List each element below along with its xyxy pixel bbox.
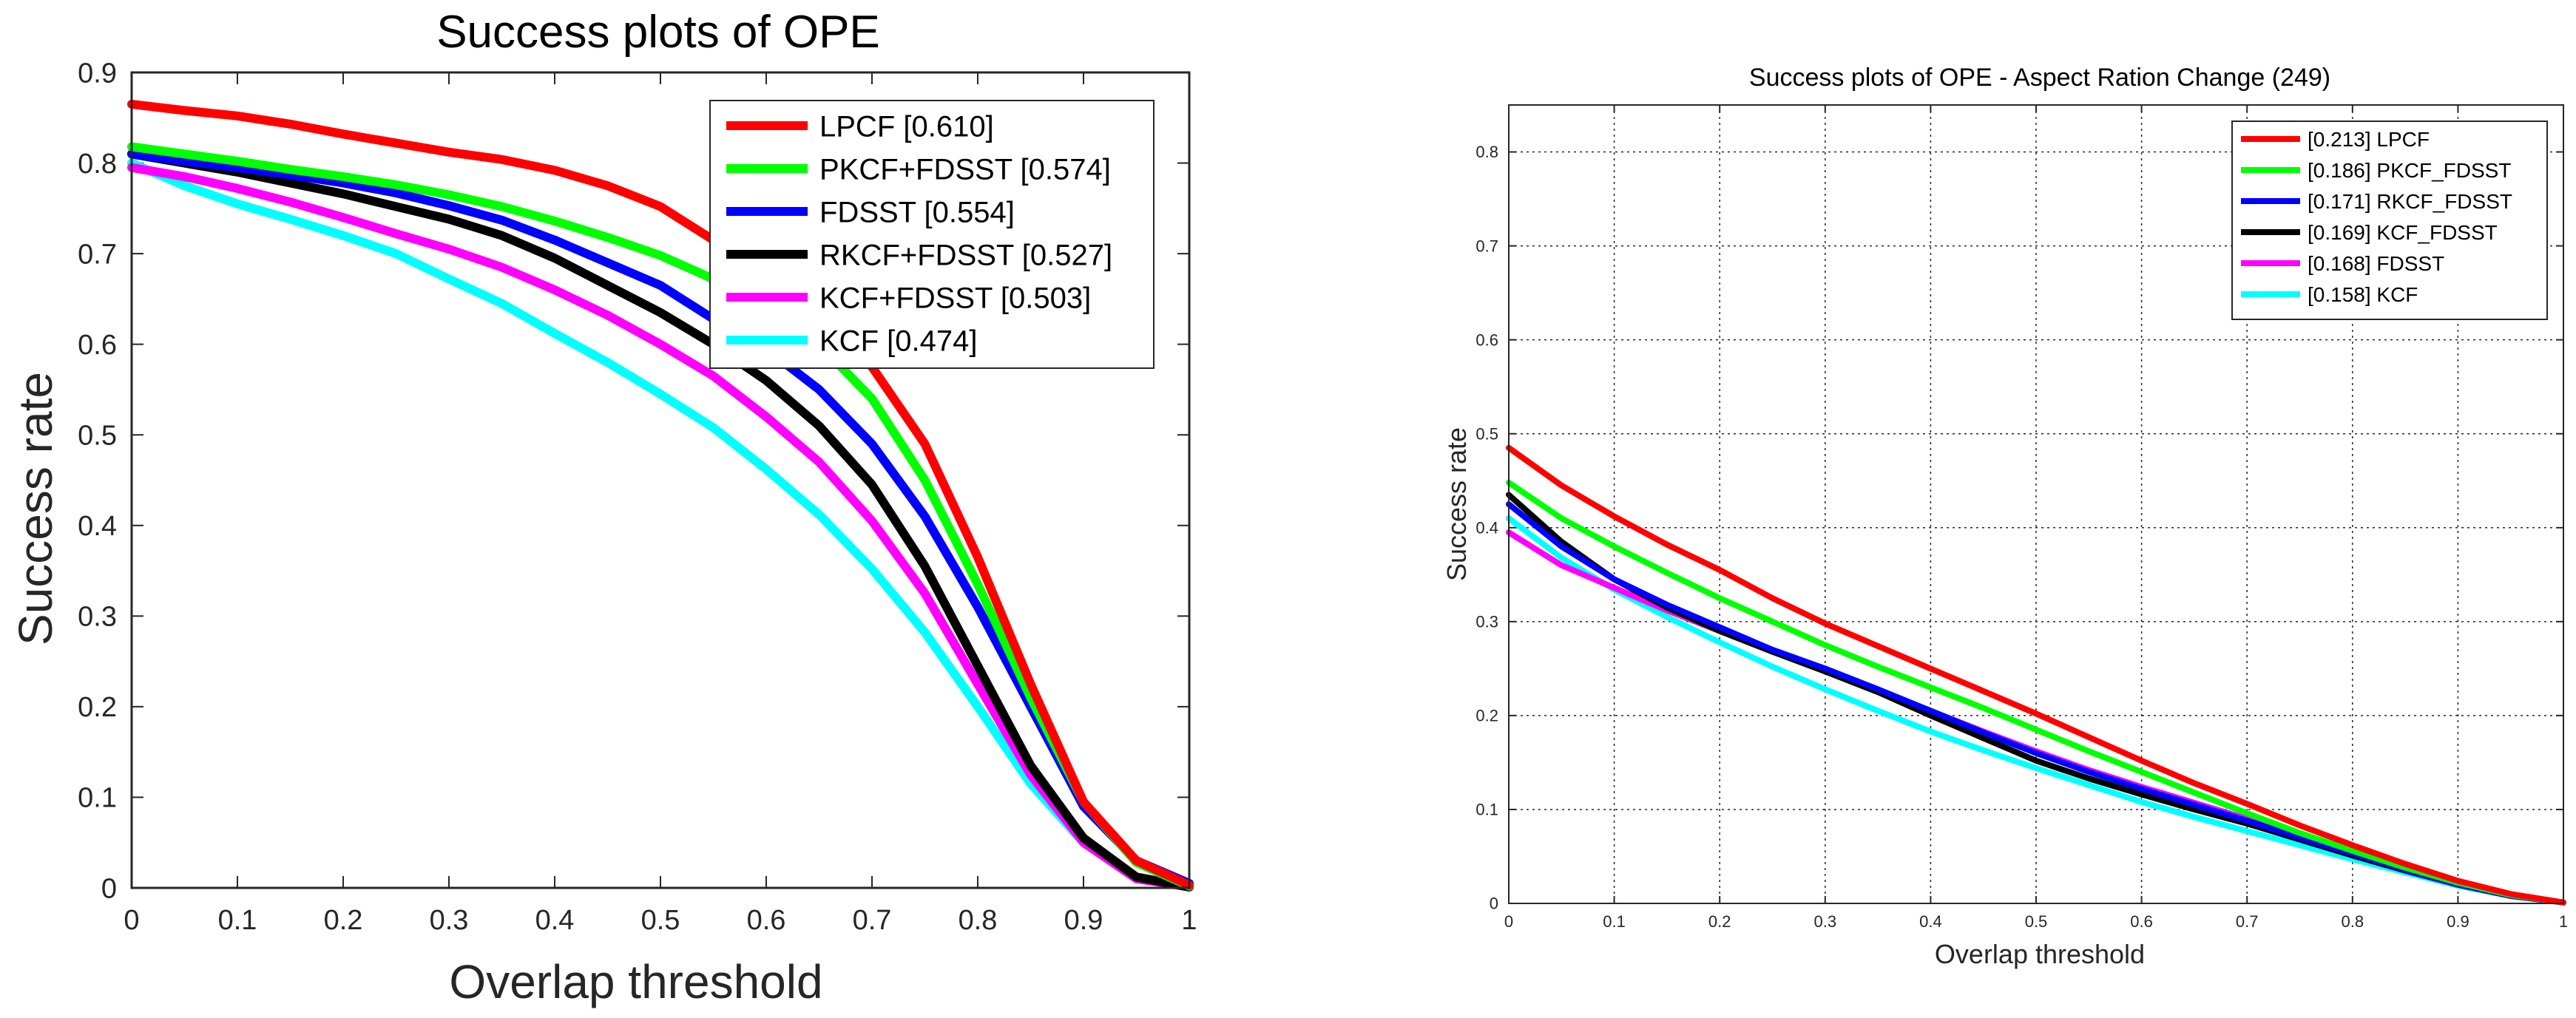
x-tick-label: 0.4: [1919, 912, 1942, 931]
x-tick-label: 0.4: [535, 905, 575, 936]
x-tick-label: 0.3: [430, 905, 469, 936]
y-tick-label: 0.9: [78, 58, 117, 89]
legend-entry: [0.168] FDSST: [2308, 252, 2444, 275]
x-tick-label: 0.8: [959, 905, 998, 936]
x-tick-label: 0.9: [1064, 905, 1103, 936]
x-axis-label: Overlap threshold: [449, 955, 822, 1008]
x-tick-label: 0.7: [2236, 912, 2259, 931]
y-tick-label: 0.6: [78, 330, 117, 361]
x-tick-label: 0.1: [218, 905, 257, 936]
x-tick-label: 0.5: [2025, 912, 2048, 931]
y-tick-label: 0.5: [78, 421, 117, 452]
chart-title: Success plots of OPE - Aspect Ration Cha…: [1749, 64, 2330, 92]
x-tick-label: 0.2: [324, 905, 363, 936]
y-tick-label: 0.6: [1475, 330, 1498, 349]
y-tick-label: 0.2: [1475, 707, 1498, 725]
x-tick-label: 0.9: [2447, 912, 2469, 931]
series-line-1: [1506, 479, 2566, 906]
x-tick-label: 0.1: [1603, 912, 1626, 931]
series-line-4: [127, 163, 1194, 892]
legend-box: [2231, 121, 2548, 320]
series-line-2: [127, 149, 1194, 888]
legend-entry: RKCF+FDSST [0.527]: [819, 239, 1112, 271]
legend-entry: [0.169] KCF_FDSST: [2308, 221, 2498, 244]
series-line-3: [127, 149, 1194, 892]
y-tick-label: 0.3: [78, 602, 117, 633]
legend-box: [709, 100, 1155, 369]
x-tick-label: 0.7: [853, 905, 892, 936]
chart-aspect-ratio-change: Success plots of OPE - Aspect Ration Cha…: [1441, 64, 2568, 969]
legend-entry: [0.171] RKCF_FDSST: [2308, 190, 2512, 213]
series-line-0: [1506, 444, 2566, 906]
y-tick-label: 0.5: [1475, 424, 1498, 443]
y-tick-label: 0.1: [78, 783, 117, 814]
tick-labels: 0 0.1 0.2 0.3 0.4 0.5 0.6 0.7 0.8 0.9 1 0 0.1 0.2 0.3 0…: [1475, 105, 2568, 931]
x-tick-label: 0.6: [2130, 912, 2153, 931]
y-tick-label: 0.7: [78, 239, 117, 270]
y-tick-label: 0.4: [78, 511, 117, 542]
series-line-0: [127, 99, 1194, 890]
legend-entry: KCF+FDSST [0.503]: [819, 282, 1091, 314]
x-tick-label: 0.8: [2342, 912, 2364, 931]
legend: LPCF [0.610] PKCF+FDSST [0.574] FDSST [0.5…: [709, 100, 1155, 369]
series-line-1: [127, 142, 1194, 891]
chart-title: Success plots of OPE: [436, 7, 880, 58]
x-tick-label: 0: [1504, 912, 1513, 931]
y-tick-label: 0.8: [78, 149, 117, 180]
y-tick-label: 0.8: [1475, 143, 1498, 161]
legend-entry: [0.213] LPCF: [2308, 128, 2430, 151]
x-tick-label: 1: [2559, 912, 2568, 931]
series-line-5: [127, 158, 1194, 892]
x-tick-label: 0.2: [1708, 912, 1731, 931]
x-tick-label: 1: [1181, 905, 1197, 936]
legend-entry: [0.158] KCF: [2308, 283, 2418, 306]
x-tick-label: 0: [124, 905, 139, 936]
x-tick-label: 0.6: [747, 905, 786, 936]
x-tick-label: 0.5: [641, 905, 680, 936]
y-tick-label: 0: [101, 873, 117, 904]
legend-entry: LPCF [0.610]: [819, 110, 994, 143]
chart-overall-success: Success plots of OPE Overlap threshold S…: [9, 7, 1197, 1008]
legend-entry: [0.186] PKCF_FDSST: [2308, 159, 2511, 182]
x-tick-label: 0.3: [1814, 912, 1837, 931]
y-axis-label: Success rate: [1441, 427, 1472, 581]
legend-entry: FDSST [0.554]: [819, 196, 1015, 228]
plot-area-border: [130, 71, 1191, 889]
y-tick-label: 0.7: [1475, 237, 1498, 255]
y-tick-label: 0: [1490, 895, 1498, 913]
y-tick-label: 0.2: [78, 692, 117, 723]
legend: [0.213] LPCF [0.186] PKCF_FDSST [0.171] RK…: [2231, 121, 2548, 320]
series-lines: [1506, 444, 2566, 906]
y-tick-label: 0.3: [1475, 613, 1498, 631]
legend-entry: KCF [0.474]: [819, 325, 977, 357]
y-tick-label: 0.1: [1475, 801, 1498, 819]
tick-labels: 0 0.1 0.2 0.3 0.4 0.5 0.6 0.7 0.8 0.9 1 0 0.1 0.2 0.3 0…: [78, 58, 1197, 936]
plot-area-border: [1508, 104, 2564, 904]
x-axis-label: Overlap threshold: [1935, 939, 2145, 969]
legend-entry: PKCF+FDSST [0.574]: [819, 153, 1111, 186]
y-tick-label: 0.4: [1475, 518, 1498, 537]
y-axis-label: Success rate: [9, 372, 62, 645]
series-lines: [127, 99, 1194, 892]
